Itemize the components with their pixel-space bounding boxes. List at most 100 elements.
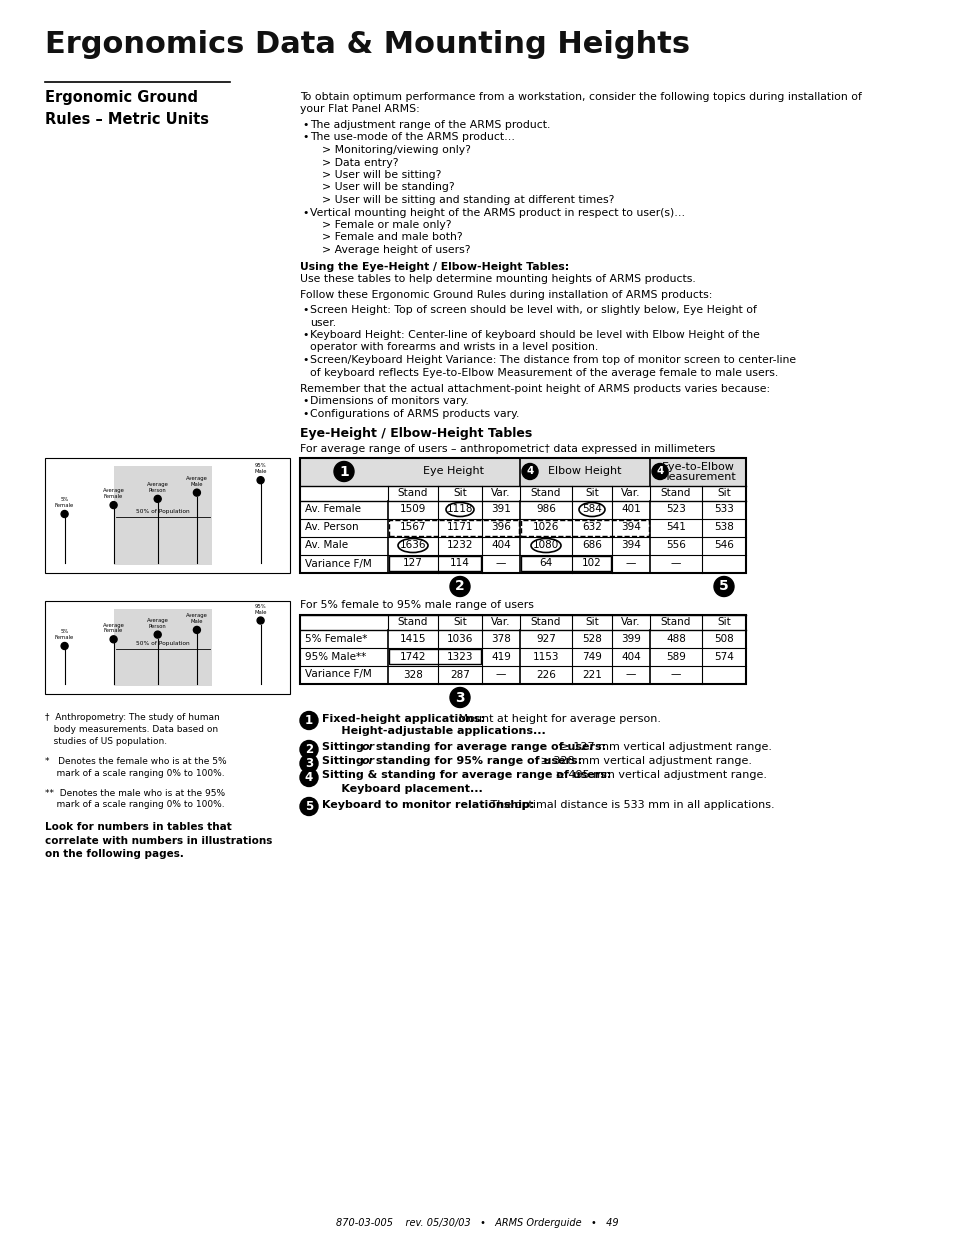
Text: Sit: Sit (453, 618, 466, 627)
Text: Elbow Height: Elbow Height (548, 467, 621, 477)
Text: †  Anthropometry: The study of human
   body measurements. Data based on
   stud: † Anthropometry: The study of human body… (45, 714, 219, 746)
Text: 546: 546 (713, 541, 733, 551)
Text: Using the Eye-Height / Elbow-Height Tables:: Using the Eye-Height / Elbow-Height Tabl… (299, 262, 569, 272)
Text: Var.: Var. (491, 488, 510, 498)
Text: > User will be standing?: > User will be standing? (322, 183, 455, 193)
Text: 3: 3 (305, 757, 313, 769)
Circle shape (651, 463, 667, 479)
Circle shape (256, 477, 264, 484)
Bar (299, 457, 745, 485)
Text: > User will be sitting and standing at different times?: > User will be sitting and standing at d… (322, 195, 614, 205)
Text: •: • (302, 207, 308, 217)
Text: •: • (302, 409, 308, 419)
Text: 528: 528 (581, 634, 601, 643)
Text: Eye-Height / Elbow-Height Tables: Eye-Height / Elbow-Height Tables (299, 427, 532, 441)
Text: Look for numbers in tables that
correlate with numbers in illustrations
on the f: Look for numbers in tables that correlat… (45, 823, 273, 858)
Text: •: • (302, 120, 308, 130)
Circle shape (713, 577, 733, 597)
Text: Ergonomic Ground
Rules – Metric Units: Ergonomic Ground Rules – Metric Units (45, 90, 209, 127)
Text: Ergonomics Data & Mounting Heights: Ergonomics Data & Mounting Heights (45, 30, 689, 59)
Text: ≥ 127 mm vertical adjustment range.: ≥ 127 mm vertical adjustment range. (556, 742, 771, 752)
Text: Screen/Keyboard Height Variance: The distance from top of monitor screen to cent: Screen/Keyboard Height Variance: The dis… (310, 354, 796, 366)
Text: Configurations of ARMS products vary.: Configurations of ARMS products vary. (310, 409, 518, 419)
Bar (389, 648, 480, 663)
Text: 1509: 1509 (399, 505, 426, 515)
Circle shape (256, 618, 264, 624)
Bar (389, 520, 518, 536)
Text: 1415: 1415 (399, 634, 426, 643)
Text: Var.: Var. (620, 488, 640, 498)
Text: The use-mode of the ARMS product…: The use-mode of the ARMS product… (310, 132, 515, 142)
Text: 5%
Female: 5% Female (55, 629, 74, 640)
Text: 2: 2 (305, 743, 313, 756)
Text: 2: 2 (455, 579, 464, 594)
Text: Average
Male: Average Male (186, 475, 208, 487)
Text: 394: 394 (620, 522, 640, 532)
Bar (520, 556, 610, 571)
Text: Screen Height: Top of screen should be level with, or slightly below, Eye Height: Screen Height: Top of screen should be l… (310, 305, 756, 315)
Circle shape (299, 768, 317, 787)
Text: Height-adjustable applications...: Height-adjustable applications... (322, 726, 545, 736)
Text: —: — (496, 669, 506, 679)
Text: Sitting: Sitting (322, 757, 367, 767)
Text: 95%
Male: 95% Male (254, 604, 267, 615)
Text: standing for 95% range of users:: standing for 95% range of users: (372, 757, 581, 767)
Text: user.: user. (310, 317, 335, 327)
Circle shape (154, 631, 161, 638)
Text: —: — (670, 669, 680, 679)
Text: Remember that the actual attachment-point height of ARMS products varies because: Remember that the actual attachment-poin… (299, 384, 769, 394)
Text: Fixed-height applications:: Fixed-height applications: (322, 714, 484, 724)
Text: Sitting: Sitting (322, 742, 367, 752)
Text: 394: 394 (620, 541, 640, 551)
Text: ≥ 328 mm vertical adjustment range.: ≥ 328 mm vertical adjustment range. (536, 757, 751, 767)
Text: Var.: Var. (491, 618, 510, 627)
Bar (299, 615, 745, 683)
Bar (389, 556, 480, 571)
Circle shape (521, 463, 537, 479)
Text: 114: 114 (450, 558, 470, 568)
Text: For average range of users – anthropometric† data expressed in millimeters: For average range of users – anthropomet… (299, 443, 715, 453)
Text: > Female or male only?: > Female or male only? (322, 220, 451, 230)
Text: > Average height of users?: > Average height of users? (322, 245, 470, 254)
Text: Keyboard to monitor relationship:: Keyboard to monitor relationship: (322, 799, 534, 809)
Text: Follow these Ergonomic Ground Rules during installation of ARMS products:: Follow these Ergonomic Ground Rules duri… (299, 290, 712, 300)
Text: Stand: Stand (660, 488, 691, 498)
Text: 1742: 1742 (399, 652, 426, 662)
Text: —: — (670, 558, 680, 568)
Text: •: • (302, 132, 308, 142)
Text: 927: 927 (536, 634, 556, 643)
Text: 4: 4 (656, 467, 663, 477)
Circle shape (334, 462, 354, 482)
Text: 95% Male**: 95% Male** (305, 652, 366, 662)
Text: The optimal distance is 533 mm in all applications.: The optimal distance is 533 mm in all ap… (486, 799, 774, 809)
Text: Sit: Sit (584, 618, 598, 627)
Text: For 5% female to 95% male range of users: For 5% female to 95% male range of users (299, 600, 534, 610)
Text: 404: 404 (620, 652, 640, 662)
Text: Keyboard Height: Center-line of keyboard should be level with Elbow Height of th: Keyboard Height: Center-line of keyboard… (310, 330, 760, 340)
Text: 5: 5 (305, 800, 313, 813)
Text: Average
Female: Average Female (103, 622, 125, 634)
Bar (520, 520, 648, 536)
Text: 589: 589 (665, 652, 685, 662)
Circle shape (110, 501, 117, 509)
Text: Mount at height for average person.: Mount at height for average person. (455, 714, 659, 724)
Text: Sit: Sit (717, 618, 730, 627)
Text: Sit: Sit (717, 488, 730, 498)
Text: Av. Female: Av. Female (305, 505, 360, 515)
Text: 986: 986 (536, 505, 556, 515)
Text: 95%
Male: 95% Male (254, 463, 267, 474)
Circle shape (154, 495, 161, 503)
Text: 5% Female*: 5% Female* (305, 634, 367, 643)
Text: 221: 221 (581, 669, 601, 679)
Text: 488: 488 (665, 634, 685, 643)
Text: > Data entry?: > Data entry? (322, 158, 398, 168)
Circle shape (450, 577, 470, 597)
Text: 541: 541 (665, 522, 685, 532)
Text: Sit: Sit (453, 488, 466, 498)
Text: Var.: Var. (620, 618, 640, 627)
Text: Stand: Stand (530, 488, 560, 498)
Text: 5: 5 (719, 579, 728, 594)
Text: 538: 538 (713, 522, 733, 532)
Circle shape (61, 510, 68, 517)
Text: > Female and male both?: > Female and male both? (322, 232, 462, 242)
